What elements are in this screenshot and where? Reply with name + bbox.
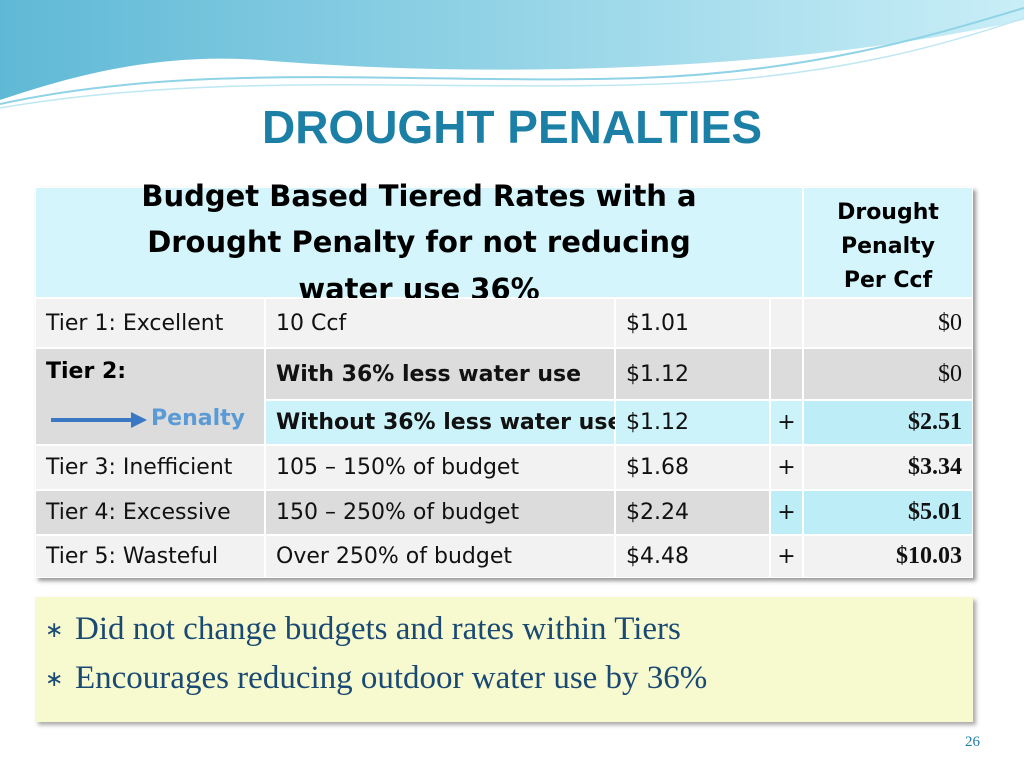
- penalty-arrow: [51, 412, 147, 428]
- penalty-sign: +: [770, 490, 803, 535]
- tier-description: 105 – 150% of budget: [265, 445, 615, 490]
- tier-rate: $4.48: [615, 535, 770, 578]
- penalty-amount: $3.34: [803, 445, 973, 490]
- penalty-sign: +: [770, 400, 803, 445]
- tier-label: Tier 4: Excessive: [35, 490, 265, 535]
- bullet-text: Did not change budgets and rates within …: [75, 611, 681, 647]
- penalty-label: Penalty: [151, 406, 245, 431]
- bullet-marker: ∗: [45, 616, 64, 642]
- penalty-amount: $0: [803, 298, 973, 348]
- bullet-list: ∗ Did not change budgets and rates within…: [45, 605, 963, 703]
- penalty-amount: $10.03: [803, 535, 973, 578]
- bullet-marker: ∗: [45, 665, 64, 691]
- tier-rate: $2.24: [615, 490, 770, 535]
- tier-description: Over 250% of budget: [265, 535, 615, 578]
- tier-rate: $1.12: [615, 400, 770, 445]
- penalty-sign: [770, 298, 803, 348]
- bullet-box: ∗ Did not change budgets and rates within…: [35, 597, 973, 722]
- penalty-amount: $0: [803, 348, 973, 400]
- bullet-item: ∗ Did not change budgets and rates within…: [45, 605, 963, 654]
- tier-rate: $1.68: [615, 445, 770, 490]
- rates-table: Budget Based Tiered Rates with a Drought…: [35, 179, 973, 578]
- penalty-amount: $5.01: [803, 490, 973, 535]
- header-penalty: Drought Penalty Per Ccf: [803, 187, 973, 298]
- tier-label: Tier 3: Inefficient: [35, 445, 265, 490]
- tier-label: Tier 5: Wasteful: [35, 535, 265, 578]
- penalty-amount: $2.51: [803, 400, 973, 445]
- tier-description: Without 36% less water use: [265, 400, 622, 445]
- page-number: 26: [965, 734, 980, 750]
- penalty-sign: +: [770, 445, 803, 490]
- tier-description: With 36% less water use: [265, 348, 615, 400]
- tier-description: 150 – 250% of budget: [265, 490, 615, 535]
- tier-rate: $1.01: [615, 298, 770, 348]
- bullet-text: Encourages reducing outdoor water use by…: [75, 660, 708, 696]
- bullet-item: ∗ Encourages reducing outdoor water use b…: [45, 654, 963, 703]
- slide-title: DROUGHT PENALTIES: [261, 101, 763, 153]
- header-wave: [0, 0, 1024, 109]
- penalty-sign: [770, 348, 803, 400]
- tier-rate: $1.12: [615, 348, 770, 400]
- penalty-sign: +: [770, 535, 803, 578]
- tier-label: Tier 1: Excellent: [35, 298, 265, 348]
- header-description: Budget Based Tiered Rates with a Drought…: [35, 179, 803, 306]
- tier-description: 10 Ccf: [265, 298, 615, 348]
- tier-label: Tier 2:: [35, 348, 265, 445]
